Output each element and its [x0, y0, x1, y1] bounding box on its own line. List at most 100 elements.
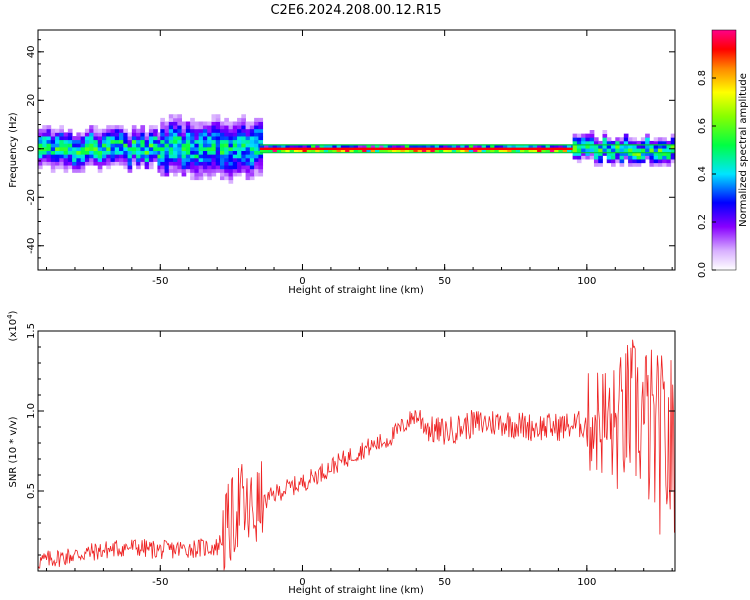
- heatmap-cell: [670, 140, 675, 145]
- heatmap-cell: [211, 172, 217, 177]
- heatmap-cell: [249, 128, 255, 133]
- heatmap-cell: [97, 161, 103, 166]
- heatmap-cell: [101, 154, 107, 159]
- heatmap-cell: [258, 165, 264, 170]
- heatmap-cell: [55, 154, 60, 159]
- y-multiplier-label: (x104): [6, 310, 19, 341]
- heatmap-cell: [185, 136, 191, 141]
- heatmap-cells: [38, 114, 675, 184]
- heatmap-cell: [443, 144, 448, 149]
- heatmap-cell: [181, 146, 187, 152]
- heatmap-cell: [114, 125, 120, 130]
- heatmap-cell: [136, 161, 141, 166]
- heatmap-cell: [245, 150, 251, 155]
- heatmap-cell: [215, 121, 221, 126]
- colorbar: 0.0 0.2 0.4 0.6 0.8 Normalized spectral ampl…: [697, 29, 749, 278]
- heatmap-cell: [127, 161, 133, 166]
- heatmap-cell: [211, 165, 217, 170]
- heatmap-cell: [481, 148, 487, 153]
- heatmap-cell: [653, 148, 659, 153]
- heatmap-cell: [254, 146, 259, 152]
- heatmap-cell: [181, 157, 187, 162]
- heatmap-cell: [67, 165, 73, 170]
- heatmap-cell: [63, 161, 69, 166]
- heatmap-cell: [215, 168, 221, 173]
- heatmap-cell: [451, 148, 457, 153]
- heatmap-cell: [76, 154, 82, 159]
- heatmap-cell: [185, 157, 191, 162]
- heatmap-cell: [598, 155, 603, 160]
- heatmap-cell: [198, 121, 204, 126]
- heatmap-cell: [114, 146, 120, 152]
- heatmap-cell: [581, 140, 586, 145]
- heatmap-cell: [623, 137, 629, 142]
- heatmap-cell: [89, 150, 94, 155]
- heatmap-cell: [63, 136, 69, 141]
- heatmap-cell: [89, 125, 94, 130]
- heatmap-cell: [181, 154, 187, 159]
- heatmap-cell: [383, 144, 389, 149]
- heatmap-cell: [55, 157, 60, 162]
- heatmap-cell: [237, 165, 242, 170]
- heatmap-cell: [593, 137, 599, 142]
- heatmap-cell: [55, 150, 60, 155]
- heatmap-cell: [228, 139, 234, 144]
- heatmap-cell: [127, 168, 133, 173]
- heatmap-cell: [258, 128, 264, 133]
- heatmap-cell: [157, 136, 163, 141]
- heatmap-cell: [194, 168, 200, 173]
- heatmap-cell: [632, 144, 638, 149]
- heatmap-cell: [254, 161, 259, 166]
- heatmap-cell: [241, 114, 246, 119]
- heatmap-cell: [114, 161, 120, 166]
- heatmap-cell: [148, 128, 154, 133]
- heatmap-cell: [619, 155, 625, 160]
- heatmap-cell: [336, 144, 342, 149]
- heatmap-cell: [207, 121, 212, 126]
- heatmap-cell: [254, 143, 259, 148]
- heatmap-cell: [619, 137, 625, 142]
- heatmap-cell: [228, 136, 234, 141]
- heatmap-cell: [237, 146, 242, 152]
- heatmap-cell: [207, 136, 212, 141]
- heatmap-cell: [84, 128, 90, 133]
- heatmap-cell: [628, 155, 633, 160]
- heatmap-cell: [168, 128, 174, 133]
- heatmap-cell: [657, 148, 663, 153]
- heatmap-cell: [237, 161, 242, 166]
- heatmap-cell: [662, 137, 667, 142]
- heatmap-cell: [144, 146, 150, 152]
- heatmap-cell: [136, 132, 141, 137]
- heatmap-cell: [653, 155, 659, 160]
- heatmap-cell: [387, 148, 393, 153]
- heatmap-cell: [241, 128, 246, 133]
- heatmap-cell: [537, 148, 542, 153]
- heatmap-cell: [662, 148, 667, 153]
- heatmap-cell: [220, 165, 225, 170]
- heatmap-cell: [228, 125, 234, 130]
- heatmap-cell: [666, 140, 672, 145]
- heatmap-cell: [42, 128, 47, 133]
- heatmap-cell: [38, 150, 43, 155]
- heatmap-cell: [606, 159, 612, 164]
- heatmap-cell: [298, 144, 303, 149]
- heatmap-cell: [177, 165, 183, 170]
- heatmap-cell: [93, 139, 99, 144]
- heatmap-cell: [93, 157, 99, 162]
- heatmap-cell: [468, 148, 474, 153]
- heatmap-cell: [473, 148, 478, 153]
- heatmap-cell: [245, 146, 251, 152]
- heatmap-cell: [657, 155, 663, 160]
- heatmap-cell: [636, 155, 642, 160]
- heatmap-cell: [645, 151, 650, 156]
- heatmap-cell: [254, 172, 259, 177]
- heatmap-cell: [498, 144, 504, 149]
- heatmap-cell: [194, 139, 200, 144]
- heatmap-cell: [106, 150, 111, 155]
- heatmap-cell: [585, 137, 591, 142]
- heatmap-cell: [190, 157, 195, 162]
- heatmap-cell: [245, 139, 251, 144]
- heatmap-cell: [168, 114, 174, 119]
- heatmap-cell: [254, 165, 259, 170]
- heatmap-cell: [110, 146, 116, 152]
